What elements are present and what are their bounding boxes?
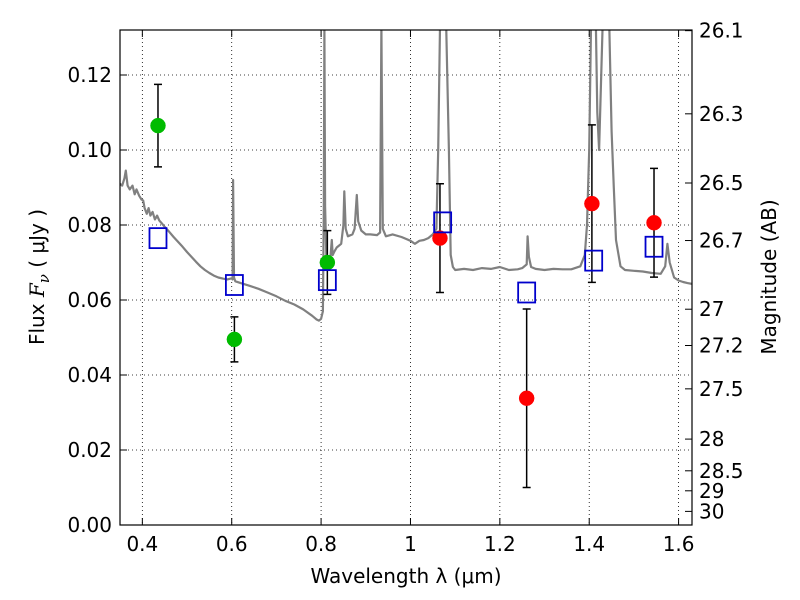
red-data-point xyxy=(432,230,448,246)
mag-tick-label: 28.5 xyxy=(699,459,744,483)
axis-ticks: 0.4 0.6 0.8 1 1.2 1.4 1.6 0.00 0.02 0.04 0.06 0.08 0… xyxy=(67,19,743,556)
mag-tick-label: 27.2 xyxy=(699,334,744,358)
mag-tick-label: 30 xyxy=(699,499,724,523)
green-data-point xyxy=(150,117,166,134)
model-box-marker xyxy=(517,281,537,304)
y-tick-label: 0.08 xyxy=(67,213,112,237)
y-tick-label: 0.06 xyxy=(67,288,112,312)
y-axis-label: Flux Fν ( μJy ) xyxy=(25,209,53,345)
y-tick-label: 0.10 xyxy=(67,138,112,162)
green-data-point xyxy=(319,254,336,271)
x-tick-label: 0.6 xyxy=(216,532,248,556)
y-tick-label: 0.02 xyxy=(67,438,112,462)
mag-tick-label: 26.1 xyxy=(699,19,744,43)
mag-tick-label: 26.3 xyxy=(699,102,744,126)
y-tick-label: 0.00 xyxy=(67,513,112,537)
x-tick-label: 0.4 xyxy=(126,532,158,556)
model-box-marker xyxy=(317,269,337,292)
y-axis-label-f: F xyxy=(25,282,49,298)
mag-tick-label: 29 xyxy=(699,479,724,503)
x-tick-label: 1 xyxy=(404,532,417,556)
y-axis-label-nu: ν xyxy=(35,274,53,283)
model-box-marker xyxy=(148,227,168,250)
y-axis-label-flux: Flux xyxy=(25,297,49,345)
model-box-marker xyxy=(584,249,604,272)
y-tick-label: 0.12 xyxy=(67,63,112,87)
y-axis-label-unit: ( μJy ) xyxy=(25,209,49,274)
mag-tick-label: 27.5 xyxy=(699,377,744,401)
model-box-marker xyxy=(644,235,664,258)
mag-tick-label: 26.7 xyxy=(699,229,744,253)
x-tick-label: 0.8 xyxy=(305,532,337,556)
red-data-point xyxy=(518,390,535,406)
model-box-marker xyxy=(433,211,453,234)
mag-tick-label: 26.5 xyxy=(699,171,744,195)
mag-tick-label: 28 xyxy=(699,427,724,451)
x-tick-label: 1.4 xyxy=(573,532,605,556)
mag-tick-label: 27 xyxy=(699,297,724,321)
x-tick-label: 1.6 xyxy=(663,532,695,556)
green-data-point xyxy=(226,331,243,348)
x-axis-label: Wavelength λ (μm) xyxy=(310,564,501,588)
y-tick-label: 0.04 xyxy=(67,363,112,387)
right-axis-label: Magnitude (AB) xyxy=(757,199,781,354)
red-data-point xyxy=(584,195,600,212)
model-box-marker xyxy=(224,274,244,296)
x-tick-label: 1.2 xyxy=(484,532,516,556)
points-layer xyxy=(148,83,664,489)
plot-frame xyxy=(119,29,693,526)
red-data-point xyxy=(646,215,662,231)
